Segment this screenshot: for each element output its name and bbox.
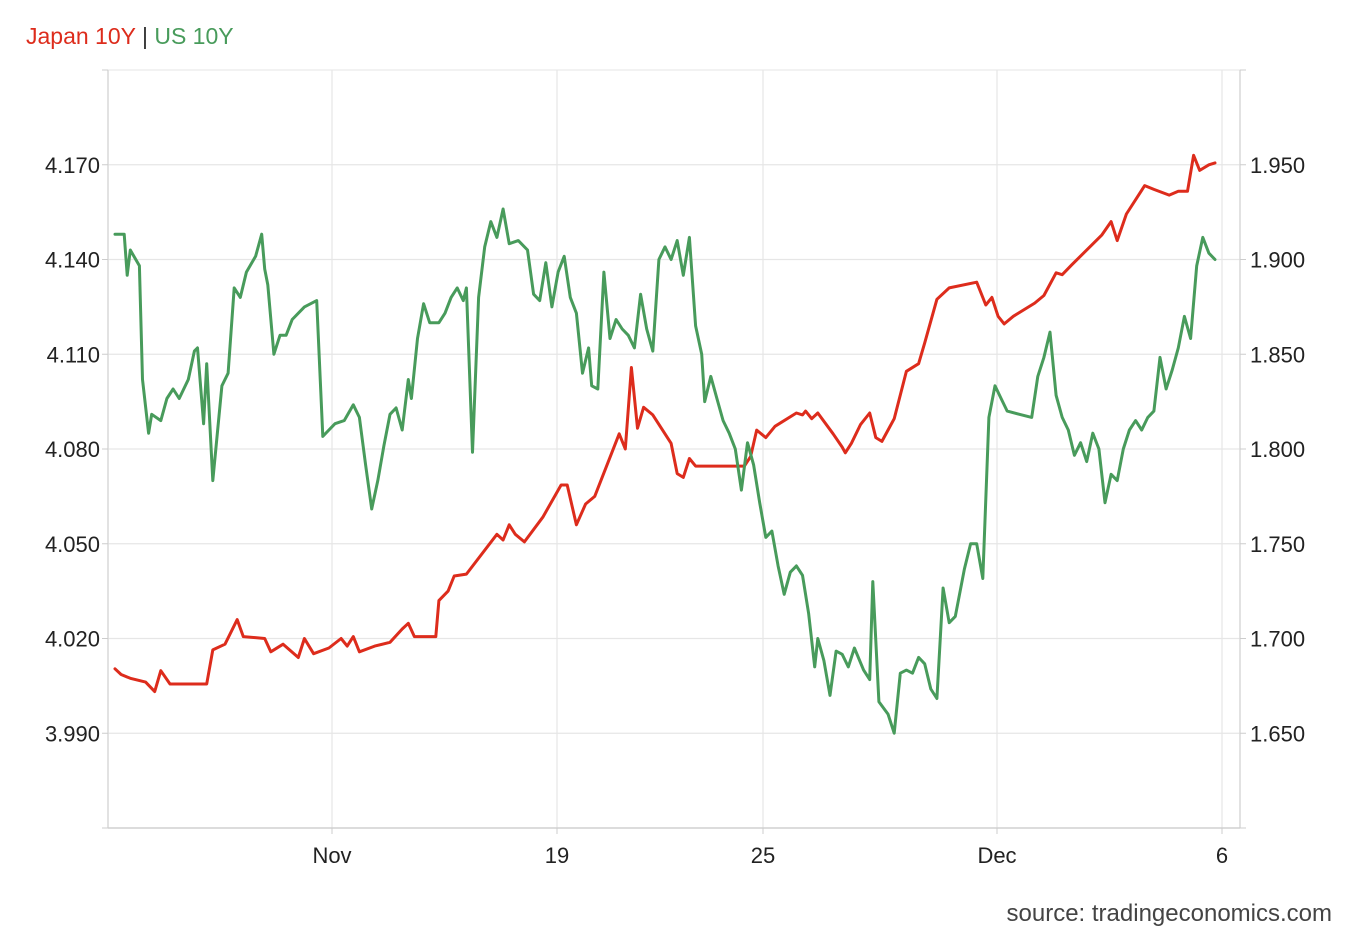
- y-left-tick-label: 4.110: [47, 342, 100, 367]
- x-tick-label: 19: [545, 843, 569, 868]
- legend-separator: |: [141, 23, 148, 49]
- x-tick-label: Nov: [312, 843, 351, 868]
- y-right-tick-label: 1.750: [1250, 532, 1305, 557]
- source-credit: source: tradingeconomics.com: [1006, 900, 1332, 927]
- legend-japan-10y: Japan 10Y: [26, 23, 136, 49]
- x-tick-label: 6: [1216, 843, 1228, 868]
- y-left-tick-label: 3.990: [45, 721, 100, 746]
- x-tick-label: Dec: [977, 843, 1016, 868]
- y-left-tick-label: 4.140: [45, 248, 100, 273]
- x-tick-label: 25: [751, 843, 775, 868]
- y-left-tick-label: 4.020: [45, 627, 100, 652]
- y-right-tick-label: 1.800: [1250, 437, 1305, 462]
- y-right-tick-label: 1.850: [1250, 342, 1305, 367]
- y-left-tick-label: 4.050: [45, 532, 100, 557]
- chart-axes: [102, 69, 1246, 834]
- y-left-tick-label: 4.170: [45, 153, 100, 178]
- y-right-tick-label: 1.900: [1250, 248, 1305, 273]
- y-right-tick-label: 1.700: [1250, 627, 1305, 652]
- chart-plot: 4.170 4.140 4.110 4.080 4.050 4.020 3.990 1.950…: [45, 69, 1305, 868]
- y-right-tick-label: 1.650: [1250, 721, 1305, 746]
- chart-series: [113, 153, 1217, 735]
- chart-tick-labels: 4.170 4.140 4.110 4.080 4.050 4.020 3.990 1.950…: [45, 153, 1305, 868]
- y-left-tick-label: 4.080: [45, 437, 100, 462]
- chart-grid: [108, 69, 1240, 828]
- y-right-tick-label: 1.950: [1250, 153, 1305, 178]
- chart-legend: Japan 10Y | US 10Y: [26, 22, 234, 50]
- legend-us-10y: US 10Y: [154, 23, 234, 49]
- series-line-japan-10y: [113, 153, 1217, 694]
- series-line-us-10y: [113, 207, 1217, 735]
